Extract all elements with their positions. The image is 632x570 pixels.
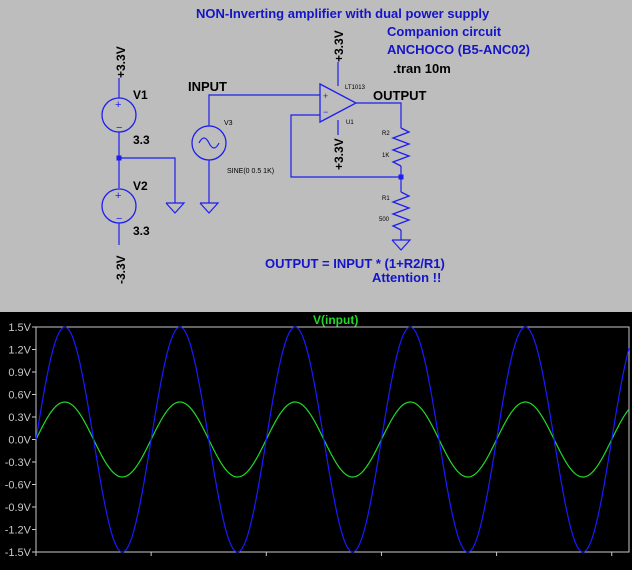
v2-name: V2	[133, 179, 148, 193]
y-tick-label: 0.9V	[8, 367, 31, 379]
r2-value: 1K	[382, 153, 389, 159]
v2-value: 3.3	[133, 224, 150, 238]
v1-value: 3.3	[133, 133, 150, 147]
svg-text:−: −	[116, 122, 122, 134]
svg-text:+: +	[115, 99, 121, 111]
resistor-r2[interactable]	[391, 127, 411, 167]
r1-name: R1	[382, 196, 390, 202]
y-tick-label: 0.6V	[8, 390, 31, 402]
spice-directive[interactable]: .tran 10m	[393, 61, 451, 76]
waveform-chart: 1.5V 1.2V 0.9V 0.6V 0.3V 0.0V -0.3V -0.6V -0.9V -…	[5, 313, 630, 559]
ground-symbol	[391, 239, 412, 251]
formula-annotation: OUTPUT = INPUT * (1+R2/R1)	[265, 256, 445, 271]
svg-text:+: +	[115, 190, 121, 202]
r2-name: R2	[382, 131, 390, 137]
trace-v-input[interactable]	[35, 401, 630, 478]
opamp-pos-supply-label: +3.3V	[332, 30, 346, 62]
output-net-label: OUTPUT	[373, 88, 427, 103]
y-tick-label: 0.0V	[8, 435, 31, 447]
ground-symbol	[199, 202, 220, 214]
plot-traces	[35, 326, 630, 553]
opamp-name: U1	[346, 120, 354, 126]
y-tick-label: 1.5V	[8, 322, 31, 334]
schematic-editor[interactable]: NON-Inverting amplifier with dual power …	[0, 0, 632, 312]
v1-name: V1	[133, 88, 148, 102]
ground-symbol	[165, 202, 186, 214]
junction-dot	[398, 174, 404, 180]
v2-bottom-label: -3.3V	[114, 255, 128, 284]
y-tick-label: -0.6V	[5, 480, 32, 492]
y-tick-label: -1.5V	[5, 547, 32, 559]
r1-value: 500	[379, 217, 390, 223]
y-tick-label: 0.3V	[8, 412, 31, 424]
attention-annotation: Attention !!	[372, 270, 441, 285]
schematic-author: ANCHOCO (B5-ANC02)	[387, 42, 530, 57]
v1-source[interactable]: + −	[101, 97, 137, 134]
schematic-title: NON-Inverting amplifier with dual power …	[196, 6, 490, 21]
v2-source[interactable]: + −	[101, 188, 137, 225]
v3-name: V3	[224, 120, 233, 127]
svg-text:−: −	[323, 107, 328, 117]
trace-v-output[interactable]	[35, 326, 630, 553]
y-tick-label: -0.9V	[5, 502, 32, 514]
svg-text:−: −	[116, 213, 122, 225]
svg-text:+: +	[323, 91, 328, 101]
trace-legend-input[interactable]: V(input)	[313, 313, 358, 327]
y-tick-label: -0.3V	[5, 457, 32, 469]
plot-axes: 1.5V 1.2V 0.9V 0.6V 0.3V 0.0V -0.3V -0.6V -0.9V -…	[5, 322, 630, 559]
v3-sine-source[interactable]	[191, 125, 227, 161]
input-net-label: INPUT	[188, 79, 227, 94]
waveform-viewer[interactable]: 1.5V 1.2V 0.9V 0.6V 0.3V 0.0V -0.3V -0.6V -0.9V -…	[0, 312, 632, 565]
y-tick-label: 1.2V	[8, 345, 31, 357]
v3-value: SINE(0 0.5 1K)	[227, 168, 274, 175]
opamp-neg-supply-label: +3.3V	[332, 138, 346, 170]
schematic-canvas: NON-Inverting amplifier with dual power …	[101, 6, 530, 285]
resistor-r1[interactable]	[391, 191, 411, 231]
y-tick-label: -1.2V	[5, 525, 32, 537]
v1-top-label: +3.3V	[114, 46, 128, 78]
opamp-u1[interactable]: + −	[319, 82, 358, 124]
opamp-part: LT1013	[345, 85, 366, 91]
schematic-subtitle: Companion circuit	[387, 24, 502, 39]
